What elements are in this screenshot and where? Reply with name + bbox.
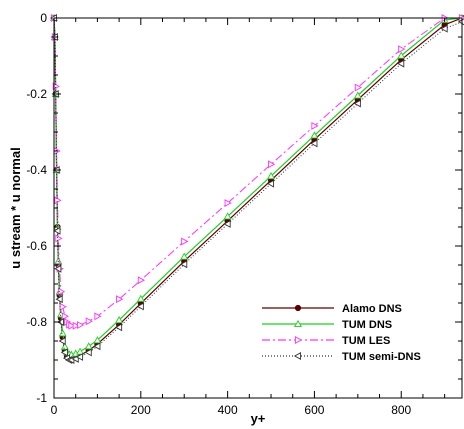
x-tick-label: 400 bbox=[218, 403, 238, 417]
x-tick-label: 600 bbox=[304, 403, 324, 417]
y-axis-label: u stream * u normal bbox=[8, 147, 23, 268]
series-point bbox=[138, 277, 144, 283]
y-tick-label: -1 bbox=[36, 391, 47, 405]
x-tick-label: 200 bbox=[131, 403, 151, 417]
legend-label: TUM DNS bbox=[342, 319, 392, 331]
series-point bbox=[59, 330, 65, 336]
y-tick-label: -0.4 bbox=[26, 163, 47, 177]
series-point bbox=[295, 337, 301, 343]
x-axis-label: y+ bbox=[251, 411, 266, 426]
legend-label: TUM semi-DNS bbox=[342, 351, 421, 363]
legend-label: Alamo DNS bbox=[342, 303, 402, 315]
y-tick-label: 0 bbox=[40, 11, 47, 25]
series-point bbox=[295, 353, 301, 359]
x-tick-label: 800 bbox=[391, 403, 411, 417]
y-tick-label: -0.2 bbox=[26, 87, 47, 101]
series-point bbox=[86, 318, 92, 324]
series-point bbox=[182, 238, 188, 244]
series-point bbox=[295, 305, 300, 310]
series-point bbox=[77, 348, 83, 354]
plot-area bbox=[51, 15, 464, 363]
series-point bbox=[399, 46, 405, 52]
legend-label: TUM LES bbox=[342, 335, 390, 347]
y-tick-label: -0.6 bbox=[26, 239, 47, 253]
legend: Alamo DNS TUM DNS TUM LES TUM semi-DNS bbox=[262, 303, 421, 363]
series-point bbox=[77, 322, 83, 328]
x-tick-label: 0 bbox=[51, 403, 58, 417]
y-tick-label: -0.8 bbox=[26, 315, 47, 329]
series-point bbox=[56, 235, 62, 241]
plot-frame bbox=[54, 18, 462, 398]
